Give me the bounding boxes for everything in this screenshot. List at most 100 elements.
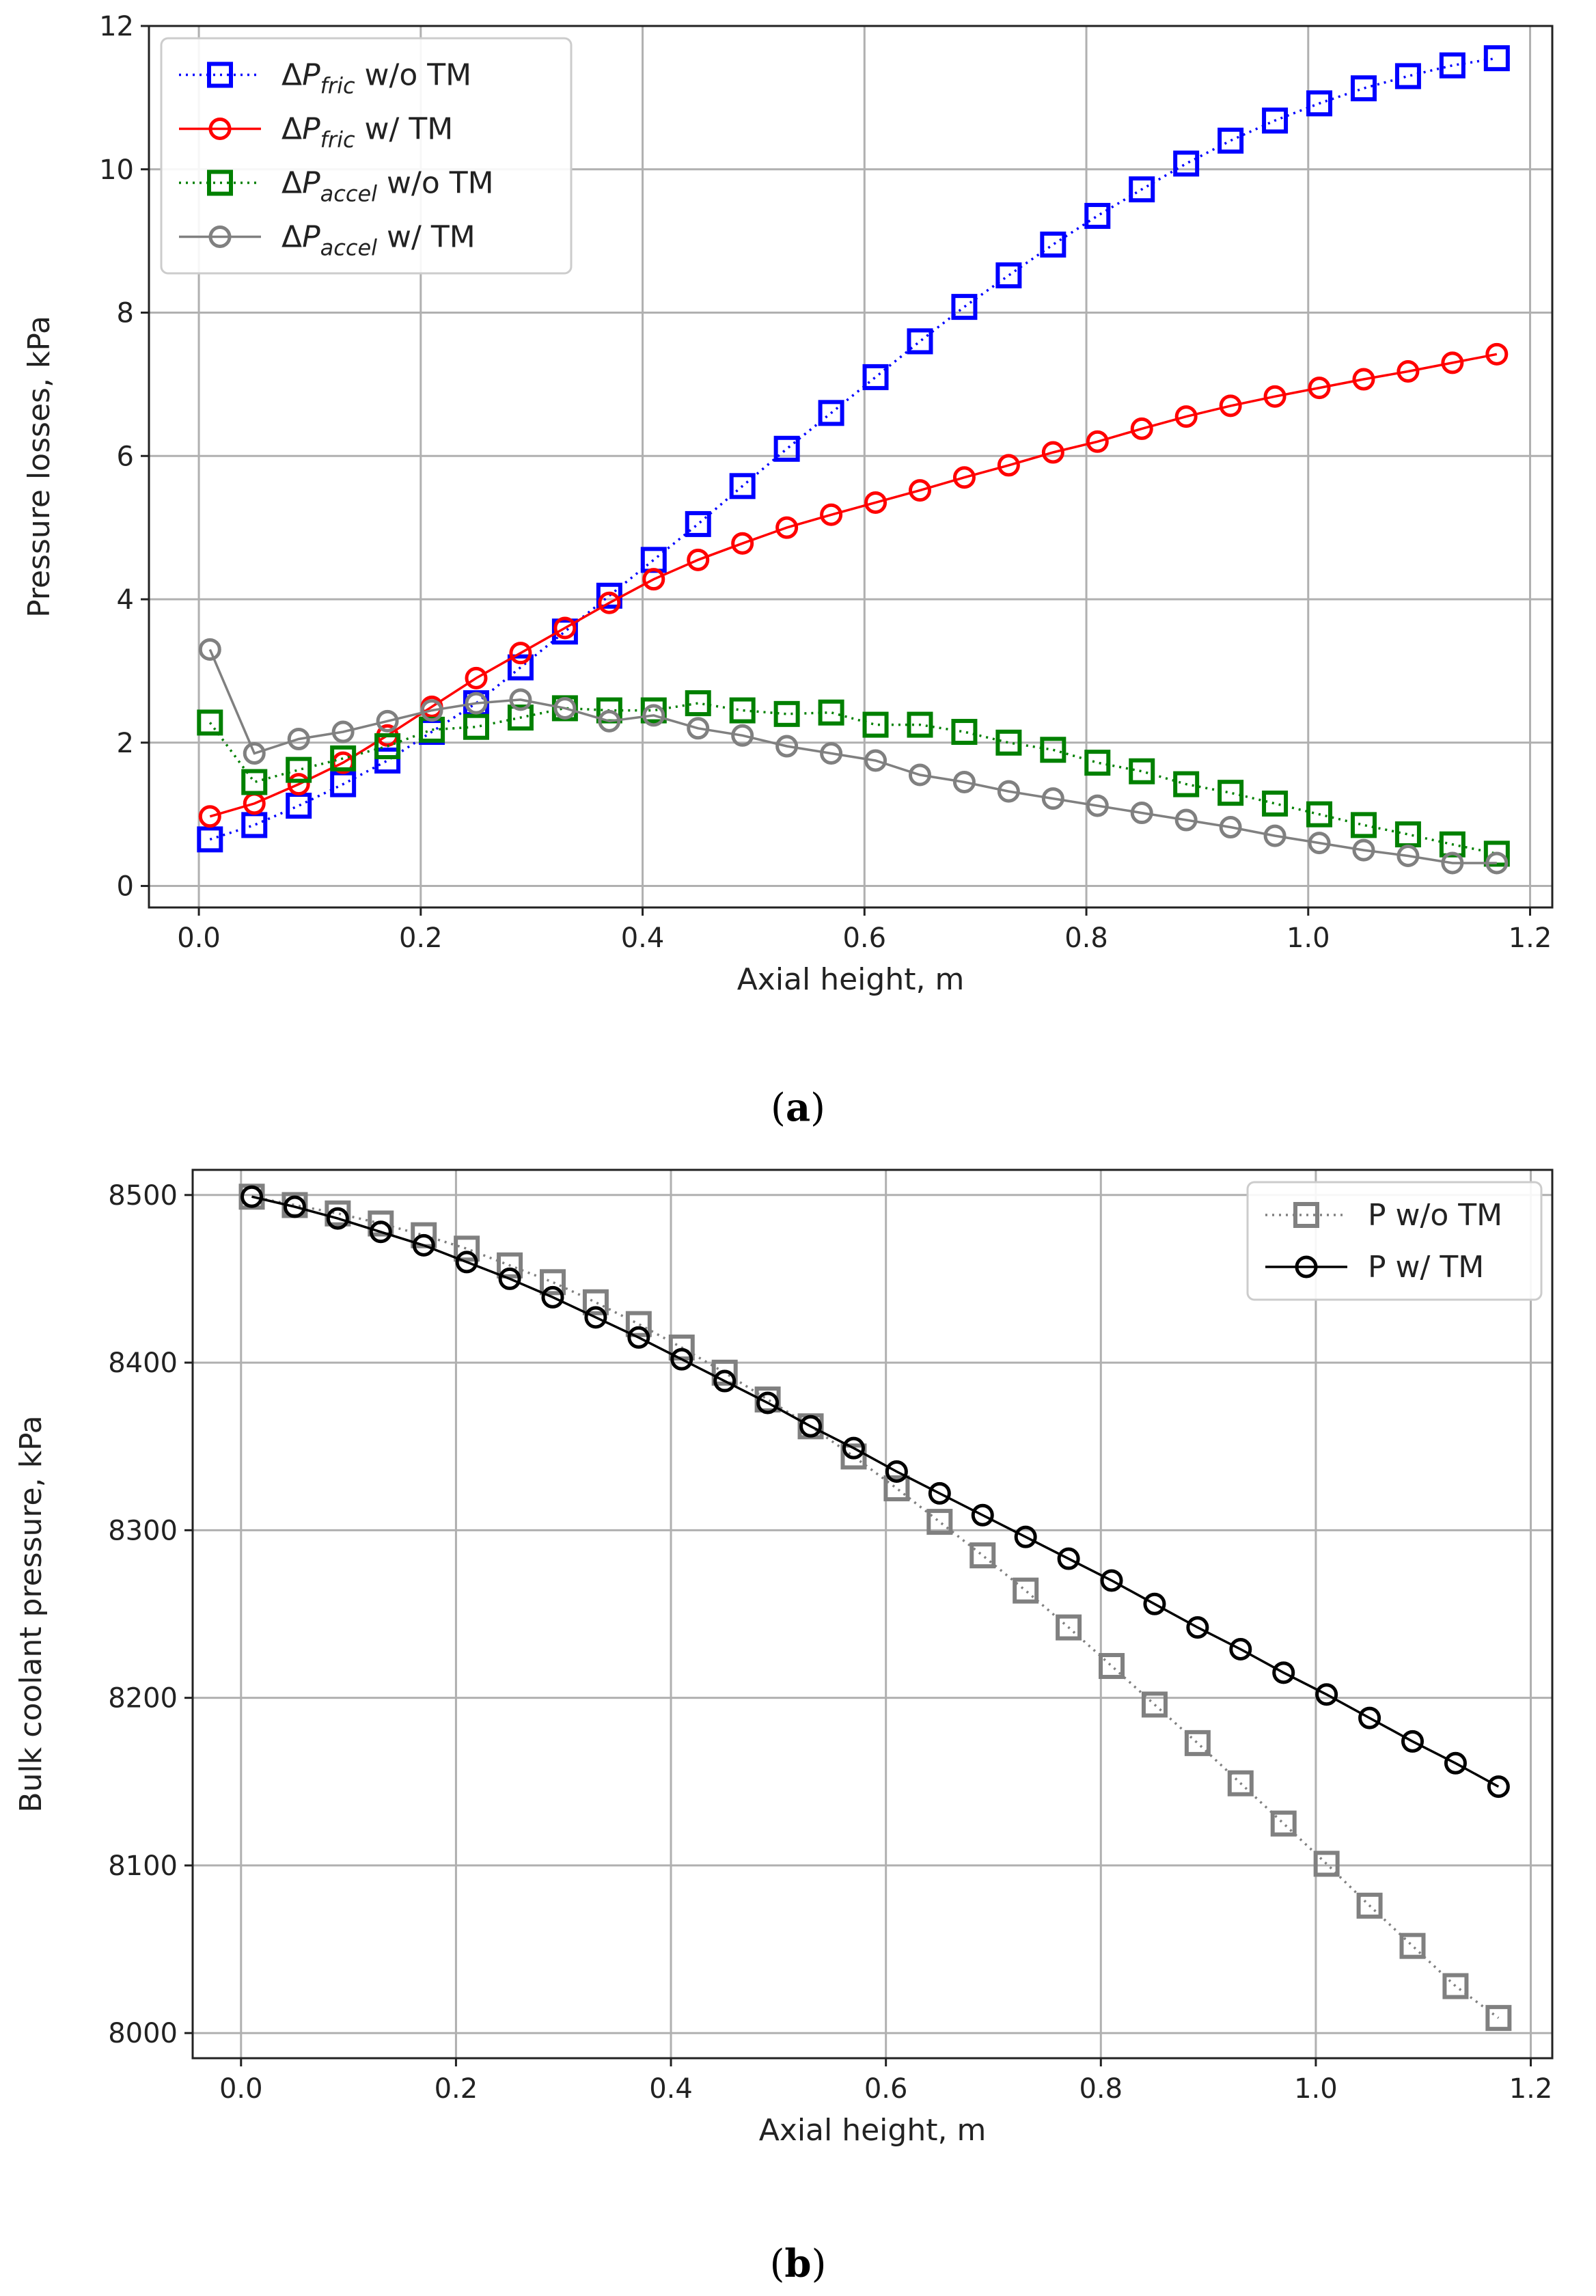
data-point (1396, 360, 1420, 383)
data-point (1141, 1691, 1168, 1718)
data-point (971, 1503, 994, 1527)
data-point (773, 435, 800, 462)
data-point (1442, 1973, 1469, 1999)
data-point (539, 1269, 566, 1296)
data-point (509, 688, 532, 711)
data-point (818, 699, 844, 726)
legend-swatch-marker (1295, 1255, 1318, 1279)
data-point (731, 532, 754, 555)
data-point (498, 1267, 521, 1290)
y-tick-label: 12 (99, 11, 134, 42)
data-point (1272, 1661, 1295, 1684)
data-point (926, 1509, 953, 1535)
data-point (1099, 1653, 1125, 1680)
data-point (775, 516, 799, 539)
x-tick-label: 0.6 (864, 2073, 908, 2105)
data-point (241, 812, 268, 838)
legend-swatch-marker (208, 118, 232, 140)
data-point (455, 1250, 478, 1274)
data-point (374, 733, 401, 760)
data-point (1086, 794, 1109, 817)
x-axis-label: Axial height, m (737, 962, 965, 997)
data-point (330, 745, 357, 771)
data-point (627, 1326, 650, 1349)
data-point (1014, 1525, 1037, 1548)
legend-box (160, 37, 573, 275)
data-point (969, 1542, 996, 1569)
x-tick-label: 1.2 (1509, 922, 1552, 954)
data-point (1041, 441, 1064, 464)
data-point (1483, 840, 1510, 867)
data-point (711, 1359, 738, 1386)
series-line-2 (209, 353, 1498, 818)
data-point (553, 696, 577, 720)
data-point (198, 638, 221, 661)
chart-b: 0.0 0.2 0.4 0.6 0.8 1.0 1.2 8000 8100 8200 8300 840… (14, 1168, 1554, 2148)
series-line-3 (208, 702, 1498, 856)
data-point (1143, 1592, 1166, 1615)
data-point (951, 719, 978, 746)
data-point (197, 709, 223, 736)
data-point (1394, 821, 1421, 848)
data-point (598, 709, 621, 733)
data-point (287, 773, 310, 796)
data-point (1401, 1730, 1424, 1753)
series-line-4 (208, 648, 1497, 864)
data-point (1174, 808, 1198, 832)
data-point (541, 1285, 564, 1309)
legend-entry-1: ΔPfric w/o TM (281, 58, 471, 99)
data-point (687, 548, 710, 571)
data-point (551, 618, 578, 645)
data-point (368, 1210, 394, 1237)
series-layer (238, 1184, 1512, 2032)
x-tick-label: 0.2 (435, 2073, 478, 2105)
data-point (286, 793, 312, 819)
data-point (1217, 780, 1244, 806)
data-point (287, 728, 310, 751)
data-point (820, 742, 843, 765)
data-point (331, 720, 355, 743)
data-point (799, 1414, 823, 1438)
data-point (1186, 1616, 1209, 1639)
data-point (1394, 63, 1421, 90)
x-tick-label: 0.8 (1064, 922, 1108, 954)
x-tick-label: 1.0 (1294, 2073, 1338, 2105)
data-point (465, 692, 488, 715)
data-point (1356, 1892, 1383, 1919)
data-point (369, 1220, 392, 1244)
data-point (773, 700, 800, 727)
data-point (197, 826, 223, 853)
data-point (642, 568, 665, 591)
data-point (1483, 45, 1510, 72)
x-tick-label: 0.0 (219, 2073, 263, 2105)
data-point (864, 491, 888, 514)
data-point (1485, 342, 1509, 366)
legend-swatch-marker (207, 62, 233, 88)
data-point (640, 697, 667, 724)
data-point (756, 1391, 780, 1414)
data-point (731, 724, 754, 747)
data-point (1306, 801, 1333, 828)
data-point (243, 742, 266, 765)
data-point (1013, 1577, 1039, 1604)
data-point (420, 699, 443, 722)
data-point (907, 711, 933, 738)
data-point (598, 591, 621, 614)
caption-a: (a) (771, 1085, 825, 1130)
data-point (1444, 1751, 1467, 1775)
data-point (584, 1306, 607, 1329)
data-point (1313, 1850, 1340, 1877)
data-point (713, 1369, 737, 1393)
y-tick-label: 8000 (108, 2018, 178, 2049)
data-point (1184, 1730, 1211, 1756)
data-point (687, 717, 710, 740)
data-point (842, 1436, 865, 1460)
data-point (685, 690, 711, 717)
legend-entry-2: P w/ TM (1368, 1250, 1484, 1285)
data-point (670, 1348, 693, 1371)
data-point (1229, 1638, 1252, 1661)
data-point (326, 1207, 349, 1230)
y-tick-label: 8100 (108, 1850, 178, 1882)
x-tick-label: 0.8 (1079, 2073, 1123, 2105)
series-line-1 (251, 1195, 1500, 2019)
